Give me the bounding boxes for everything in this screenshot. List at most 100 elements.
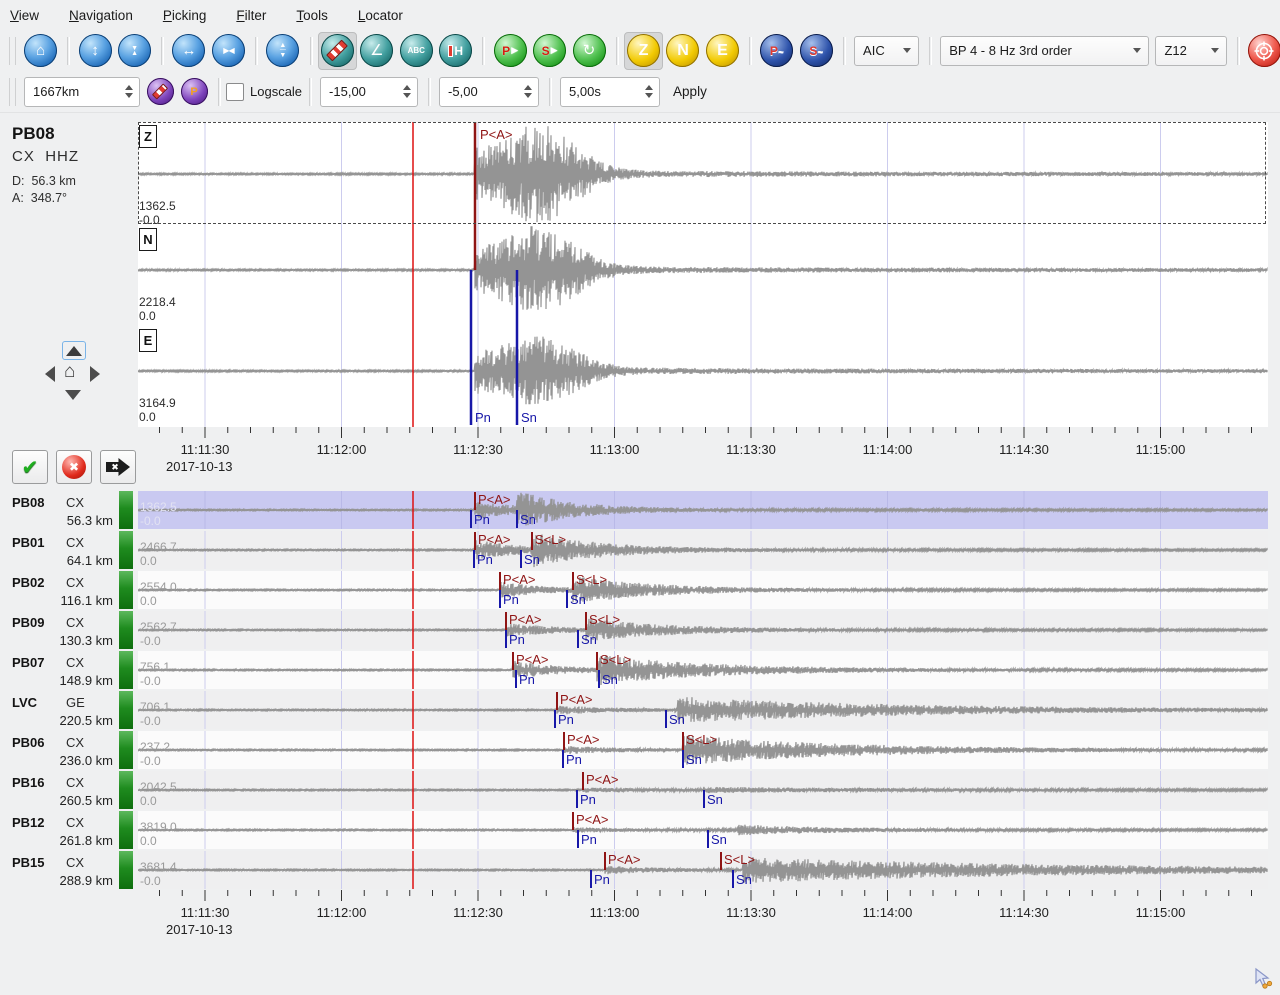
- p-pick-line[interactable]: [563, 732, 565, 750]
- p-pick-line[interactable]: [474, 532, 476, 550]
- pn-pick-label[interactable]: Pn: [475, 411, 491, 424]
- station-row-pb16[interactable]: PB16CX260.5 km2042.50.0P<A>PnSn: [0, 770, 1280, 810]
- pn-pick-line[interactable]: [470, 510, 472, 528]
- s-pick-line[interactable]: [531, 532, 533, 550]
- expand-time-button[interactable]: ↔: [172, 34, 205, 67]
- p-pick-label[interactable]: P<A>: [567, 733, 600, 746]
- home-view-button[interactable]: ⌂: [24, 34, 57, 67]
- pn-pick-label[interactable]: Pn: [503, 593, 519, 606]
- post-time-spinner[interactable]: -5,00: [439, 77, 539, 107]
- picker-algorithm-combo[interactable]: AIC: [854, 36, 919, 66]
- station-row-pb06[interactable]: PB06CX236.0 km237.2-0.0P<A>S<L>PnSn: [0, 730, 1280, 770]
- polarity-angle-button[interactable]: ∠: [360, 34, 393, 67]
- s-pick-line[interactable]: [720, 852, 722, 870]
- p-pick-line[interactable]: [512, 652, 514, 670]
- logscale-checkbox[interactable]: [226, 83, 244, 101]
- preview-tool-button[interactable]: P: [181, 78, 208, 105]
- s-pick-line[interactable]: [572, 572, 574, 590]
- orientation-combo[interactable]: Z12: [1155, 36, 1226, 66]
- spinner-arrows-icon[interactable]: [397, 85, 417, 98]
- apply-button[interactable]: Apply: [673, 84, 707, 99]
- sn-pick-line[interactable]: [598, 670, 600, 688]
- pn-pick-line[interactable]: [473, 550, 475, 568]
- component-n-button[interactable]: N: [666, 34, 699, 67]
- s-pick-label[interactable]: S<L>: [724, 853, 755, 866]
- p-pick-label[interactable]: P<A>: [516, 653, 549, 666]
- sn-pick-line[interactable]: [665, 710, 667, 728]
- confirm-pick-button[interactable]: ✔: [12, 450, 48, 484]
- station-row-lvc[interactable]: LVCGE220.5 km706.1-0.0P<A>PnSn: [0, 690, 1280, 730]
- sn-pick-line[interactable]: [566, 590, 568, 608]
- sn-pick-label[interactable]: Sn: [581, 633, 597, 646]
- pn-pick-label[interactable]: Pn: [474, 513, 490, 526]
- s-pick-label[interactable]: S<L>: [589, 613, 620, 626]
- pn-pick-line[interactable]: [562, 750, 564, 768]
- filter-combo[interactable]: BP 4 - 8 Hz 3rd order: [940, 36, 1149, 66]
- row-trace-lvc[interactable]: 706.1-0.0P<A>PnSn: [138, 691, 1268, 729]
- pn-pick-label[interactable]: Pn: [581, 833, 597, 846]
- sn-pick-label[interactable]: Sn: [521, 411, 537, 424]
- spinner-arrows-icon[interactable]: [518, 85, 538, 98]
- annotation-button[interactable]: ABC: [400, 34, 433, 67]
- sn-pick-label[interactable]: Sn: [711, 833, 727, 846]
- p-pick-line[interactable]: [499, 572, 501, 590]
- row-trace-pb06[interactable]: 237.2-0.0P<A>S<L>PnSn: [138, 731, 1268, 769]
- length-spinner[interactable]: 5,00s: [560, 77, 660, 107]
- p-pick-label[interactable]: P<A>: [586, 773, 619, 786]
- pn-pick-line[interactable]: [590, 870, 592, 888]
- measure-ruler-button[interactable]: [321, 34, 354, 67]
- sn-pick-label[interactable]: Sn: [602, 673, 618, 686]
- menu-picking[interactable]: Picking: [163, 8, 207, 23]
- next-p-pick-button[interactable]: P▶: [494, 34, 527, 67]
- reject-pick-button[interactable]: ✖: [56, 450, 92, 484]
- pick-p-phase-button[interactable]: P~: [760, 34, 793, 67]
- sn-pick-line[interactable]: [703, 790, 705, 808]
- time-window-combo[interactable]: 1667km: [24, 77, 140, 107]
- p-pick-label[interactable]: P<A>: [560, 693, 593, 706]
- p-pick-label[interactable]: P<A>: [503, 573, 536, 586]
- toolbar-drag-handle[interactable]: [9, 78, 16, 106]
- sn-pick-line[interactable]: [732, 870, 734, 888]
- row-trace-pb01[interactable]: 2466.70.0P<A>S<L>PnSn: [138, 531, 1268, 569]
- relocate-button[interactable]: ↻: [573, 34, 606, 67]
- pick-tool-button[interactable]: [147, 78, 174, 105]
- skip-station-button[interactable]: ✖: [100, 450, 136, 484]
- station-row-pb09[interactable]: PB09CX130.3 km2562.7-0.0P<A>S<L>PnSn: [0, 610, 1280, 650]
- pn-pick-line[interactable]: [499, 590, 501, 608]
- row-trace-pb09[interactable]: 2562.7-0.0P<A>S<L>PnSn: [138, 611, 1268, 649]
- spinner-arrows-icon[interactable]: [639, 85, 659, 98]
- s-pick-label[interactable]: S<L>: [576, 573, 607, 586]
- pn-pick-line[interactable]: [554, 710, 556, 728]
- pn-pick-label[interactable]: Pn: [580, 793, 596, 806]
- row-trace-pb12[interactable]: 3819.00.0P<A>PnSn: [138, 811, 1268, 849]
- sn-pick-line[interactable]: [516, 510, 518, 528]
- pick-s-phase-button[interactable]: S~: [800, 34, 833, 67]
- p-pick-line[interactable]: [572, 812, 574, 830]
- compress-amplitude-button[interactable]: ▼▲: [118, 34, 151, 67]
- spinner-arrows-icon[interactable]: [119, 85, 139, 98]
- pn-pick-line[interactable]: [576, 790, 578, 808]
- pn-pick-line[interactable]: [515, 670, 517, 688]
- sn-pick-label[interactable]: Sn: [570, 593, 586, 606]
- default-amplitude-button[interactable]: ▲—▼: [266, 34, 299, 67]
- s-pick-label[interactable]: S<L>: [686, 733, 717, 746]
- pn-pick-label[interactable]: Pn: [509, 633, 525, 646]
- row-trace-pb07[interactable]: 756.1-0.0P<A>S<L>PnSn: [138, 651, 1268, 689]
- p-pick-line[interactable]: [474, 492, 476, 510]
- pn-pick-line[interactable]: [505, 630, 507, 648]
- pn-pick-line[interactable]: [577, 830, 579, 848]
- p-pick-label[interactable]: P<A>: [576, 813, 609, 826]
- station-row-pb15[interactable]: PB15CX288.9 km3681.4-0.0P<A>S<L>PnSn: [0, 850, 1280, 890]
- next-s-pick-button[interactable]: S▶: [533, 34, 566, 67]
- component-traces-panel[interactable]: Z1362.5-0.0N2218.40.0E3164.90.0P<A>PnSn: [138, 122, 1268, 427]
- sn-pick-line[interactable]: [577, 630, 579, 648]
- sn-pick-label[interactable]: Sn: [686, 753, 702, 766]
- p-pick-label[interactable]: P<A>: [608, 853, 641, 866]
- locator-button[interactable]: [1248, 34, 1280, 67]
- pn-pick-label[interactable]: Pn: [477, 553, 493, 566]
- menu-view[interactable]: View: [10, 8, 39, 23]
- menu-tools[interactable]: Tools: [296, 8, 328, 23]
- component-e-button[interactable]: E: [706, 34, 739, 67]
- expand-amplitude-button[interactable]: ↕: [79, 34, 112, 67]
- pn-pick-label[interactable]: Pn: [566, 753, 582, 766]
